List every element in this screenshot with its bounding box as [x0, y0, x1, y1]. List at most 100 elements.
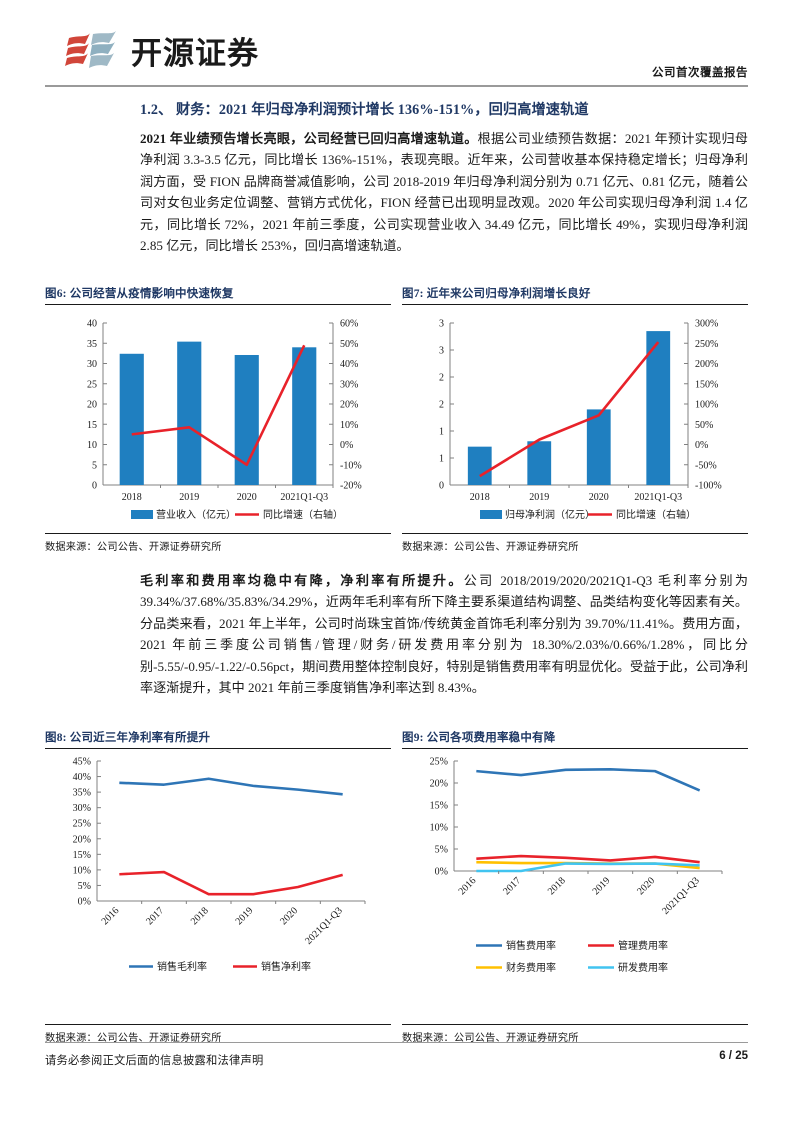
- brand-logo: 开源证券: [63, 28, 259, 73]
- figure-8-top-rule: [45, 748, 391, 749]
- figure-6-left-tick: 30: [87, 359, 97, 370]
- section-heading: 1.2、 财务：2021 年归母净利润预计增长 136%-151%，回归高增速轨…: [140, 102, 589, 118]
- figure-6-source: 数据来源：公司公告、开源证券研究所: [45, 542, 222, 553]
- figure-7-right-tick: 300%: [695, 319, 718, 330]
- figure-7-right-tick: 50%: [695, 420, 713, 431]
- figure-9-left-tick: 15%: [430, 801, 448, 812]
- figure-8-category-label: 2020: [278, 905, 300, 927]
- footer-divider: [45, 1042, 748, 1043]
- figure-9-category-label: 2020: [635, 875, 657, 897]
- figure-8-category-label: 2021Q1-Q3: [303, 905, 345, 947]
- figure-7-right-tick: -50%: [695, 460, 717, 471]
- figure-7-legend-swatch-bar: [480, 510, 502, 519]
- figure-6-left-tick: 25: [87, 379, 97, 390]
- figure-9-legend-label-1: 销售费用率: [506, 939, 556, 952]
- figure-9-svg: 0% 5% 10% 15% 20% 25% 2016 2017 2018 2019 2020 202…: [430, 757, 723, 974]
- figure-6-left-tick: 35: [87, 339, 97, 350]
- figure-7-source: 数据来源：公司公告、开源证券研究所: [402, 542, 579, 553]
- figure-6-bar: [177, 341, 202, 485]
- paragraph-2-lead: 毛利率和费用率均稳中有降，净利率有所提升。: [140, 573, 464, 588]
- figure-8-svg: 0% 5% 10% 15% 20% 25% 30% 35% 40% 45% 2016 2017 201…: [73, 757, 366, 973]
- figure-9-left-tick: 0%: [435, 867, 448, 878]
- figure-7-panel: 图7: 近年来公司归母净利润增长良好 0 1 1 2 2 3 3 -100% -50% 0% 50…: [402, 285, 748, 553]
- figure-6-category-label: 2018: [122, 492, 142, 503]
- figure-6-svg: 0 5 10 15 20 25 30 35 40 -20% -10% 0% 10% 20% 30% 40% 5…: [87, 319, 362, 522]
- footer-disclaimer: 请务必参阅正文后面的信息披露和法律声明: [45, 1055, 264, 1067]
- figure-6-right-tick: 50%: [340, 339, 358, 350]
- figure-7-svg: 0 1 1 2 2 3 3 -100% -50% 0% 50% 100% 150% 200% 250% 30…: [439, 319, 722, 522]
- figure-8-bottom-rule: [45, 1024, 391, 1025]
- figure-8-category-label: 2017: [144, 905, 166, 927]
- brand-name: 开源证券: [131, 36, 259, 71]
- paragraph-1-lead: 2021 年业绩预告增长亮眼，公司经营已回归高增速轨道。: [140, 131, 478, 146]
- figure-9-chart: 0% 5% 10% 15% 20% 25% 2016 2017 2018 2019 2020 202…: [402, 749, 748, 1024]
- figure-8-category-label: 2018: [189, 905, 211, 927]
- figure-7-left-tick: 2: [439, 373, 444, 384]
- figure-7-bottom-rule: [402, 533, 748, 534]
- figure-6-legend-label-bar: 营业收入（亿元）: [156, 508, 236, 521]
- figure-9-category-label: 2019: [591, 875, 613, 897]
- figure-8-left-tick: 15%: [73, 850, 91, 861]
- figure-9-left-tick: 5%: [435, 845, 448, 856]
- figure-8-left-tick: 5%: [78, 881, 91, 892]
- figure-8-series-line: [119, 777, 343, 796]
- kaiyuan-securities-logo-icon: [63, 30, 121, 72]
- figure-8-left-tick: 25%: [73, 819, 91, 830]
- figure-9-top-rule: [402, 748, 748, 749]
- figure-7-right-tick: 250%: [695, 339, 718, 350]
- figure-7-legend-label-line: 同比增速（右轴）: [616, 508, 696, 521]
- figure-7-chart: 0 1 1 2 2 3 3 -100% -50% 0% 50% 100% 150% 200% 250% 30…: [402, 305, 748, 533]
- figure-8-left-tick: 45%: [73, 757, 91, 768]
- figure-7-right-tick: 200%: [695, 359, 718, 370]
- figure-6-bar: [292, 347, 317, 485]
- figure-7-left-tick: 0: [439, 481, 444, 492]
- figure-8-left-tick: 20%: [73, 834, 91, 845]
- figure-6-right-tick: -20%: [340, 481, 362, 492]
- figure-9-legend-label-3: 财务费用率: [506, 961, 556, 974]
- figure-6-title: 图6: 公司经营从疫情影响中快速恢复: [45, 288, 234, 300]
- figure-8-left-tick: 35%: [73, 788, 91, 799]
- figure-6-category-label: 2019: [179, 492, 199, 503]
- figure-9-category-label: 2021Q1-Q3: [660, 875, 702, 917]
- figure-9-bottom-rule: [402, 1024, 748, 1025]
- paragraph-margins-expenses: 毛利率和费用率均稳中有降，净利率有所提升。公司 2018/2019/2020/2…: [140, 570, 748, 698]
- figure-7-legend-label-bar: 归母净利润（亿元）: [505, 508, 595, 521]
- figure-7-category-label: 2019: [529, 492, 549, 503]
- figure-7-bar: [646, 331, 671, 485]
- figure-9-series-line: [476, 862, 700, 873]
- figure-7-right-tick: 0%: [695, 440, 708, 451]
- figure-7-right-tick: 150%: [695, 379, 718, 390]
- figure-9-left-tick: 25%: [430, 757, 448, 768]
- figure-7-bar: [527, 441, 552, 485]
- figure-8-chart: 0% 5% 10% 15% 20% 25% 30% 35% 40% 45% 2016 2017 201…: [45, 749, 391, 1024]
- figure-6-bottom-rule: [45, 533, 391, 534]
- figure-9-legend-label-4: 研发费用率: [618, 961, 668, 974]
- figure-9-panel: 图9: 公司各项费用率稳中有降 0% 5% 10% 15% 20% 25% 2016 201…: [402, 729, 748, 1044]
- figure-6-left-tick: 5: [92, 460, 97, 471]
- paragraph-2-body: 公司 2018/2019/2020/2021Q1-Q3 毛利率分别为 39.34…: [140, 573, 749, 696]
- figure-7-category-label: 2018: [470, 492, 490, 503]
- figure-6-left-tick: 40: [87, 319, 97, 330]
- figure-6-right-tick: 20%: [340, 400, 358, 411]
- figure-6-right-tick: 60%: [340, 319, 358, 330]
- report-type-label: 公司首次覆盖报告: [652, 67, 748, 79]
- figure-9-category-label: 2017: [501, 875, 523, 897]
- figure-6-panel: 图6: 公司经营从疫情影响中快速恢复 0 5 10 15 20 25 30 35 40 -20%…: [45, 285, 391, 553]
- figure-6-right-tick: 40%: [340, 359, 358, 370]
- figure-6-bar: [119, 353, 144, 485]
- figure-8-category-label: 2016: [100, 905, 122, 927]
- figure-7-bar: [586, 409, 611, 485]
- figure-9-left-tick: 10%: [430, 823, 448, 834]
- figure-9-left-tick: 20%: [430, 779, 448, 790]
- figure-8-left-tick: 10%: [73, 865, 91, 876]
- figure-7-top-rule: [402, 304, 748, 305]
- figure-7-left-tick: 1: [439, 454, 444, 465]
- figure-8-left-tick: 30%: [73, 803, 91, 814]
- figure-6-category-label: 2020: [237, 492, 257, 503]
- figure-6-legend-swatch-bar: [131, 510, 153, 519]
- figure-7-left-tick: 3: [439, 319, 444, 330]
- figure-7-title: 图7: 近年来公司归母净利润增长良好: [402, 288, 591, 300]
- figure-7-left-tick: 3: [439, 346, 444, 357]
- figure-7-bar: [467, 446, 492, 485]
